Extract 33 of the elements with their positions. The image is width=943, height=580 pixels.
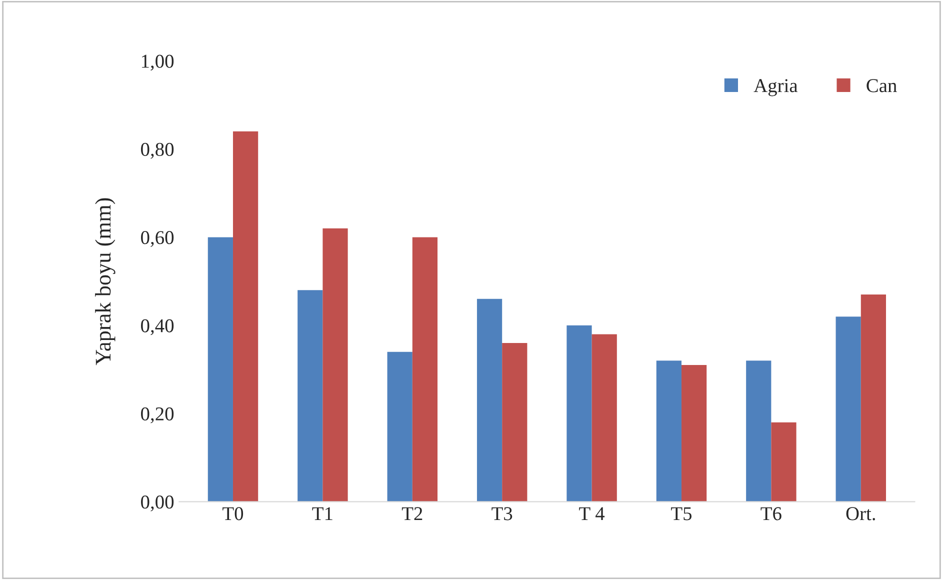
bar [502,343,528,502]
x-tick-label: T1 [312,507,332,520]
bar [681,365,707,502]
y-tick-label: 0,60 [141,231,174,247]
bar [566,325,592,502]
bar [656,360,682,502]
legend-label: Can [866,79,897,92]
x-tick-label: T6 [760,507,782,520]
y-tick-label: 0,00 [141,496,174,512]
x-tick-label: T 4 [579,507,605,520]
x-tick-label: T0 [222,507,244,520]
x-tick-label: T2 [402,507,422,520]
bar [771,422,796,502]
bar [232,131,258,502]
bar [836,316,861,502]
bar [860,294,886,502]
bar [387,352,412,502]
x-tick-label: Ort. [846,507,875,520]
y-tick-label: 1,00 [142,54,174,71]
y-tick-label: 0,80 [141,142,174,159]
bar [476,298,502,502]
bar [298,290,323,502]
bar [208,237,233,502]
y-axis-title: Yaprak boyu (mm) [95,198,116,366]
legend-label: Agria [754,79,798,96]
x-tick-label: T3 [492,507,512,520]
bar [746,360,772,502]
bar [592,334,617,502]
y-tick-label: 0,40 [141,319,174,336]
bar [322,228,348,502]
y-tick-label: 0,20 [141,407,174,424]
x-tick-label: T5 [671,507,692,520]
bar [412,237,438,502]
